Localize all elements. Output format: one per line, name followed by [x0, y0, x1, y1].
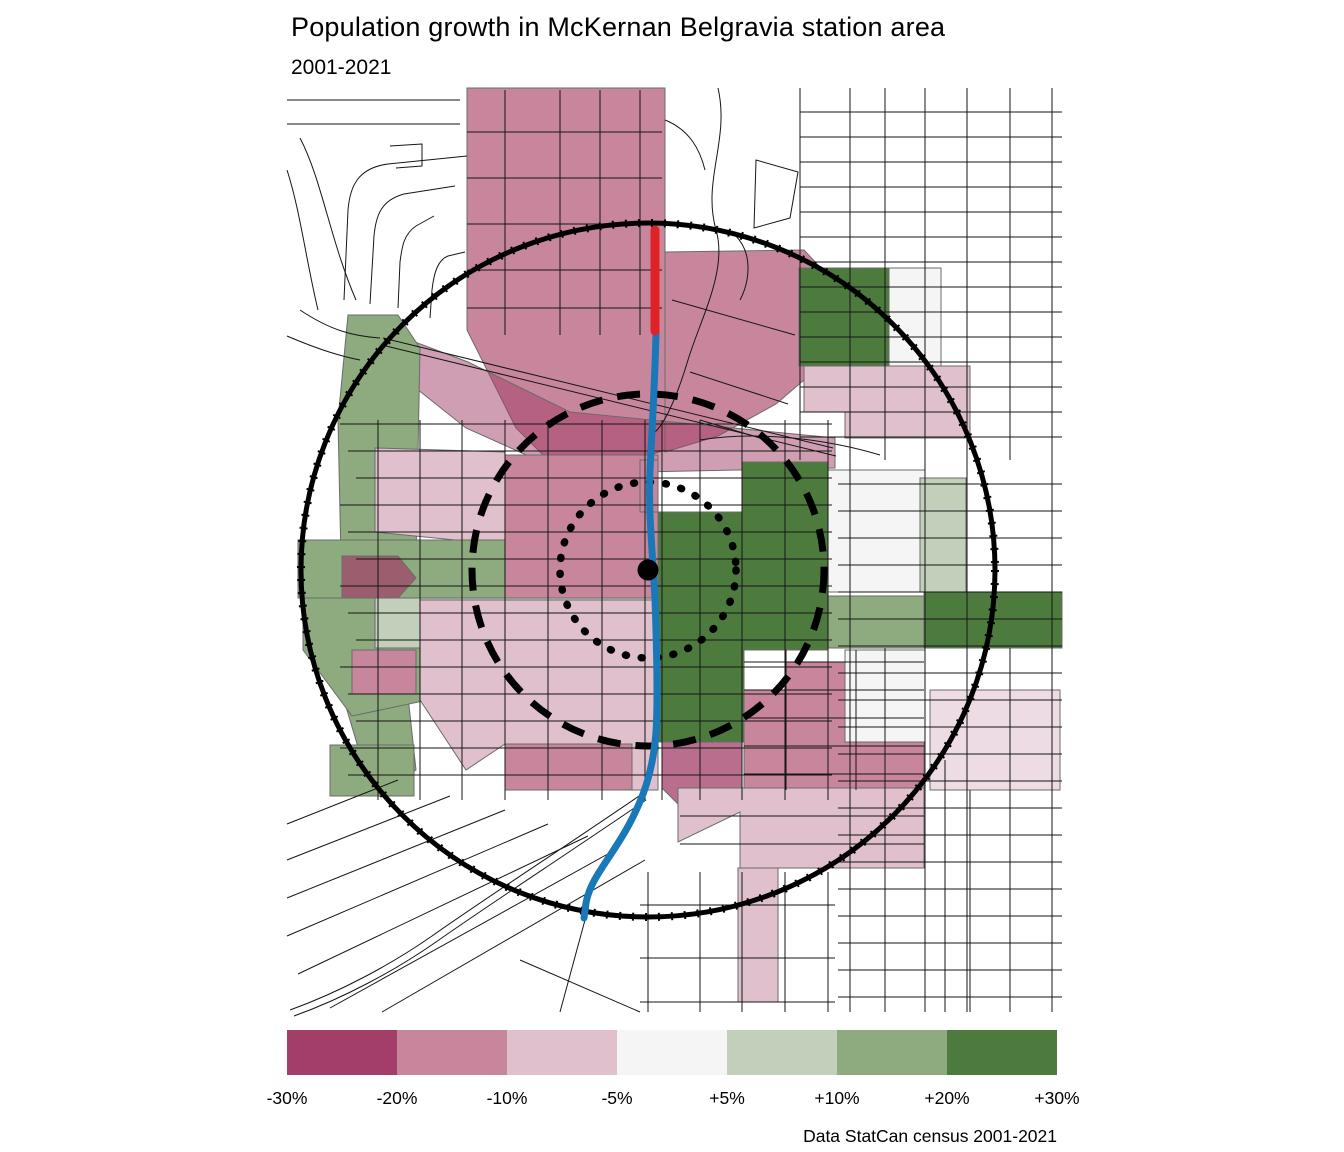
region-rail-diag-band — [382, 329, 836, 473]
legend-swatch-1 — [397, 1030, 507, 1075]
region-east-green-link — [827, 595, 925, 649]
chart-subtitle: 2001-2021 — [291, 56, 392, 79]
legend-tick-label: -20% — [376, 1088, 418, 1108]
data-source-caption: Data StatCan census 2001-2021 — [803, 1126, 1057, 1146]
legend-tick-label: -10% — [486, 1088, 528, 1108]
legend-swatch-5 — [837, 1030, 947, 1075]
legend-tick-label: -5% — [601, 1088, 633, 1108]
middle-ring — [468, 390, 828, 750]
region-sw-maroon-2 — [351, 649, 417, 695]
region-center-west-pink — [504, 454, 659, 601]
region-sw-green-low — [329, 744, 415, 797]
street-network — [286, 87, 1062, 1017]
outer-ring-texture — [297, 219, 999, 921]
color-legend-labels: -30% -20% -10% -5% +5% +10% +20% +30% — [267, 1088, 1080, 1110]
legend-tick-label: +30% — [1034, 1088, 1080, 1108]
region-sw-mid-pink — [504, 743, 633, 791]
legend-swatch-4 — [727, 1030, 837, 1075]
legend-tick-label: +5% — [709, 1088, 745, 1108]
legend-swatch-2 — [507, 1030, 617, 1075]
legend-swatch-6 — [947, 1030, 1057, 1075]
region-sw-maroon-chevron — [341, 555, 417, 599]
station-marker — [637, 559, 659, 581]
color-legend-bar — [287, 1030, 1057, 1075]
legend-tick-label: +20% — [924, 1088, 970, 1108]
transit-layer — [580, 225, 661, 922]
legend-swatch-3 — [617, 1030, 727, 1075]
legend-tick-label: -30% — [266, 1088, 308, 1108]
region-ne-pink-rows — [803, 365, 971, 439]
chart-title: Population growth in McKernan Belgravia … — [291, 12, 946, 42]
legend-tick-label: +10% — [814, 1088, 860, 1108]
region-south-pink-stem — [737, 867, 779, 1003]
region-south-light-pink — [677, 787, 925, 869]
legend-swatch-0 — [287, 1030, 397, 1075]
lrt-line — [580, 227, 661, 922]
region-east-light-green — [919, 477, 967, 593]
